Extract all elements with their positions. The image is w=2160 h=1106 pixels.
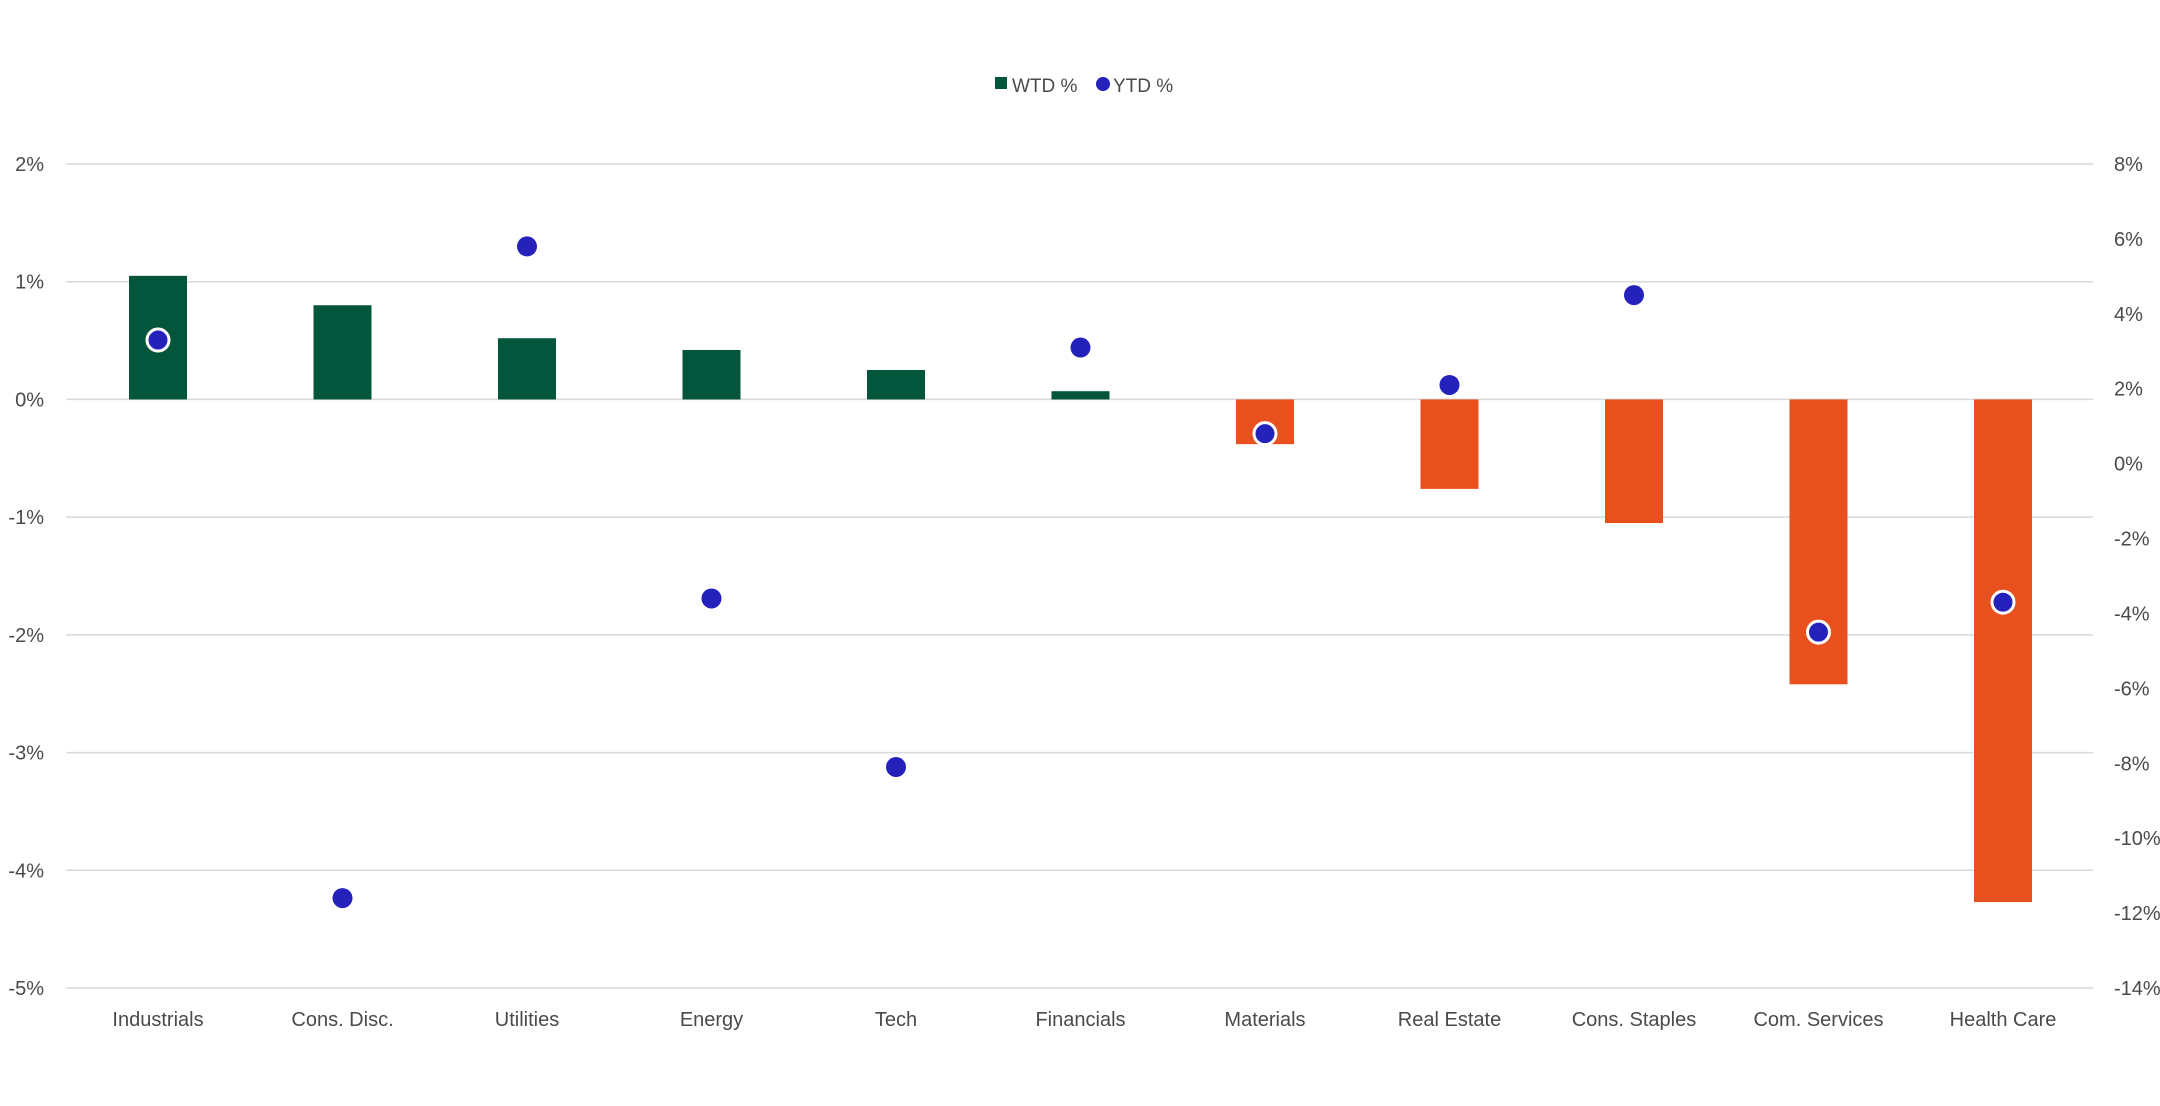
gridlines [66, 163, 2093, 989]
right-tick-label: -12% [2114, 903, 2160, 925]
wtd-bar [1974, 399, 2032, 903]
legend: WTD % YTD % [995, 76, 1173, 97]
category-label: Financials [1035, 1009, 1125, 1031]
left-tick-label: 2% [15, 154, 44, 176]
right-axis-ticks: 8% 6% 4% 2% 0% -2% -4% -6% -8% -10% -12% -14% [2114, 154, 2160, 1000]
ytd-dot [332, 888, 353, 909]
left-tick-label: -3% [8, 743, 44, 765]
left-axis-ticks: 2% 1% 0% -1% -2% -3% -4% -5% [8, 154, 44, 1000]
category-label: Cons. Staples [1572, 1009, 1697, 1031]
left-tick-label: -4% [8, 860, 44, 882]
ytd-dot [1624, 285, 1644, 306]
category-label: Cons. Disc. [291, 1009, 393, 1031]
left-tick-label: -5% [8, 978, 44, 1000]
right-tick-label: -10% [2114, 828, 2160, 850]
wtd-bar [682, 349, 741, 400]
legend-ytd-swatch [1096, 77, 1110, 91]
ytd-dots [145, 236, 2016, 909]
category-label: Materials [1224, 1009, 1305, 1031]
ytd-dot [1252, 421, 1278, 447]
right-tick-label: 8% [2114, 154, 2143, 176]
legend-wtd-swatch [995, 77, 1007, 89]
category-labels: Industrials Cons. Disc. Utilities Energy Tec… [112, 1009, 2056, 1031]
right-tick-label: -2% [2114, 529, 2150, 551]
left-tick-label: -2% [8, 625, 44, 647]
wtd-bar [1420, 399, 1479, 489]
ytd-dot [1806, 619, 1831, 645]
wtd-bar [867, 370, 925, 400]
ytd-dot [886, 757, 906, 778]
category-label: Utilities [495, 1009, 559, 1031]
category-label: Energy [680, 1009, 743, 1031]
wtd-bars [129, 275, 2032, 903]
right-tick-label: -8% [2114, 753, 2150, 775]
left-tick-label: 1% [15, 272, 44, 294]
ytd-dot [701, 588, 722, 609]
right-tick-label: 2% [2114, 379, 2143, 401]
ytd-dot [517, 236, 537, 257]
right-tick-label: 4% [2114, 304, 2143, 326]
ytd-dot [1990, 589, 2016, 615]
left-tick-label: -1% [8, 507, 44, 529]
right-tick-label: -14% [2114, 978, 2160, 1000]
category-label: Real Estate [1398, 1009, 1501, 1031]
right-tick-label: -6% [2114, 678, 2150, 700]
ytd-dot [145, 327, 171, 353]
wtd-bar [498, 338, 556, 400]
category-label: Health Care [1950, 1009, 2057, 1031]
right-tick-label: 0% [2114, 454, 2143, 476]
ytd-dot [1070, 337, 1091, 358]
legend-wtd-label: WTD % [1012, 76, 1078, 97]
wtd-bar [1051, 391, 1110, 400]
category-label: Tech [875, 1009, 917, 1031]
left-tick-label: 0% [15, 389, 44, 411]
right-tick-label: -4% [2114, 603, 2150, 625]
category-label: Industrials [112, 1009, 203, 1031]
wtd-bar [1605, 399, 1663, 524]
wtd-bar [313, 305, 372, 400]
category-label: Com. Services [1753, 1009, 1883, 1031]
right-tick-label: 6% [2114, 229, 2143, 251]
ytd-dot [1439, 374, 1460, 395]
legend-ytd-label: YTD % [1113, 76, 1173, 97]
